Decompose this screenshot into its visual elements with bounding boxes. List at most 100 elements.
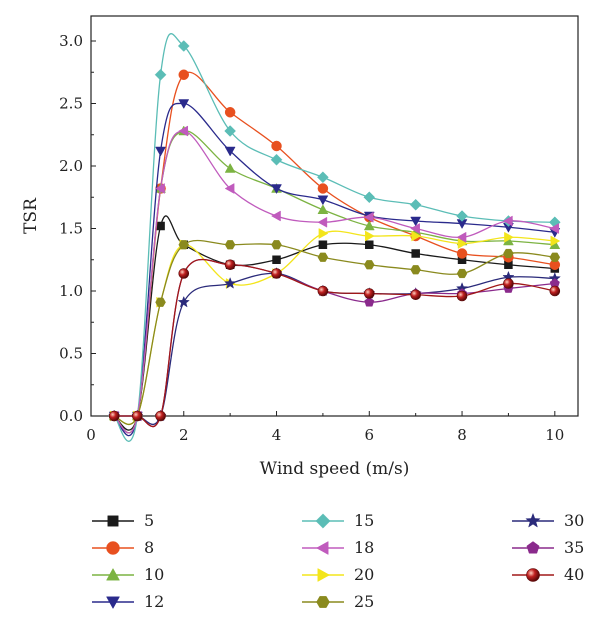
data-point-25 [503,248,514,259]
series-line-15 [113,33,555,442]
y-tick-label: 3.0 [59,32,83,50]
data-point-40 [549,285,561,297]
x-tick-label: 0 [86,426,96,444]
data-point-15 [409,198,422,211]
data-point-20 [457,238,468,249]
legend-label: 35 [564,538,584,557]
data-point-40 [363,288,375,299]
legend-marker [106,596,120,610]
data-point-10 [224,162,236,173]
series-30 [108,267,561,425]
data-point-18 [271,210,281,222]
series-40 [108,258,561,428]
legend-label: 8 [144,538,154,557]
legend-item-30: 30 [512,511,584,530]
data-point-40 [178,268,190,279]
data-point-25 [178,240,190,250]
series-18 [108,125,560,434]
data-point-8 [317,183,329,194]
data-point-12 [155,146,166,157]
data-point-15 [154,68,167,81]
data-point-18 [178,125,189,137]
legend-label: 5 [144,511,154,530]
series-line-40 [114,258,555,428]
data-point-8 [271,140,282,152]
series-line-20 [113,230,555,425]
series-20 [109,228,561,425]
legend-item-5: 5 [92,511,154,530]
x-tick-label: 4 [272,426,282,444]
data-point-15 [177,40,190,52]
data-point-20 [411,230,422,242]
y-tick-label: 2.0 [59,157,83,175]
plot-frame [90,15,579,417]
data-point-8 [224,107,236,118]
data-point-12 [410,216,422,227]
data-point-25 [317,252,329,262]
y-tick-label: 0.0 [59,407,83,425]
y-tick-label: 1.0 [59,282,83,300]
data-point-40 [410,289,421,301]
data-point-30 [177,295,190,308]
data-point-35 [364,296,375,307]
legend-marker [315,513,331,529]
series-15 [108,33,561,442]
data-point-18 [502,215,513,227]
legend-item-8: 8 [92,538,154,557]
legend-label: 15 [354,511,374,530]
data-point-12 [178,99,190,110]
series-25 [108,239,561,425]
data-point-40 [224,259,236,271]
data-point-10 [317,204,329,214]
data-point-20 [550,235,561,247]
data-point-40 [503,278,514,289]
data-point-30 [223,277,237,289]
legend-item-18: 18 [302,538,374,557]
data-point-5 [318,240,328,249]
x-tick-label: 6 [365,426,375,444]
y-tick-label: 0.5 [59,345,83,363]
data-point-25 [456,268,468,279]
legend-marker [106,567,120,581]
data-point-15 [224,125,236,137]
data-point-40 [155,410,166,422]
series-35 [109,258,560,428]
legend-marker [316,596,330,608]
data-point-12 [271,184,282,195]
data-point-40 [108,410,120,422]
data-point-18 [456,231,467,243]
legend-marker [525,512,541,528]
data-point-18 [549,223,560,234]
data-point-40 [456,290,468,302]
data-point-12 [317,195,329,206]
data-point-25 [224,240,236,250]
data-point-12 [224,146,236,157]
legend-label: 20 [354,565,374,584]
legend-item-10: 10 [92,565,164,584]
legend-item-40: 40 [512,565,584,584]
x-tick-label: 10 [545,426,564,444]
data-point-25 [155,297,166,307]
x-tick-label: 2 [179,426,189,444]
legend-marker [107,515,119,527]
series-line-30 [114,272,555,425]
legend-item-15: 15 [302,511,374,530]
legend-label: 18 [354,538,374,557]
legend-marker [526,541,540,554]
data-point-5 [365,240,374,249]
data-point-15 [270,153,283,166]
legend-marker [317,568,331,582]
y-tick-label: 2.5 [59,95,83,113]
x-tick-label: 8 [457,426,467,444]
data-point-40 [271,268,282,279]
legend-label: 25 [354,592,374,611]
data-point-5 [411,249,420,258]
y-axis-title: TSR [21,197,41,234]
legend-marker [315,541,329,555]
data-point-25 [410,265,421,275]
data-point-18 [410,223,420,234]
legend-item-20: 20 [302,565,374,584]
y-tick-label: 1.5 [59,220,83,238]
data-point-15 [317,171,329,184]
